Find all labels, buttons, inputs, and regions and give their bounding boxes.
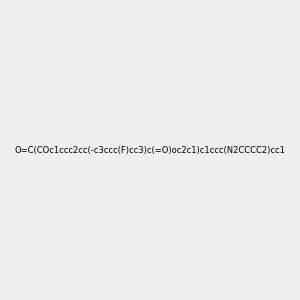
Text: O=C(COc1ccc2cc(-c3ccc(F)cc3)c(=O)oc2c1)c1ccc(N2CCCC2)cc1: O=C(COc1ccc2cc(-c3ccc(F)cc3)c(=O)oc2c1)c…: [15, 146, 285, 154]
